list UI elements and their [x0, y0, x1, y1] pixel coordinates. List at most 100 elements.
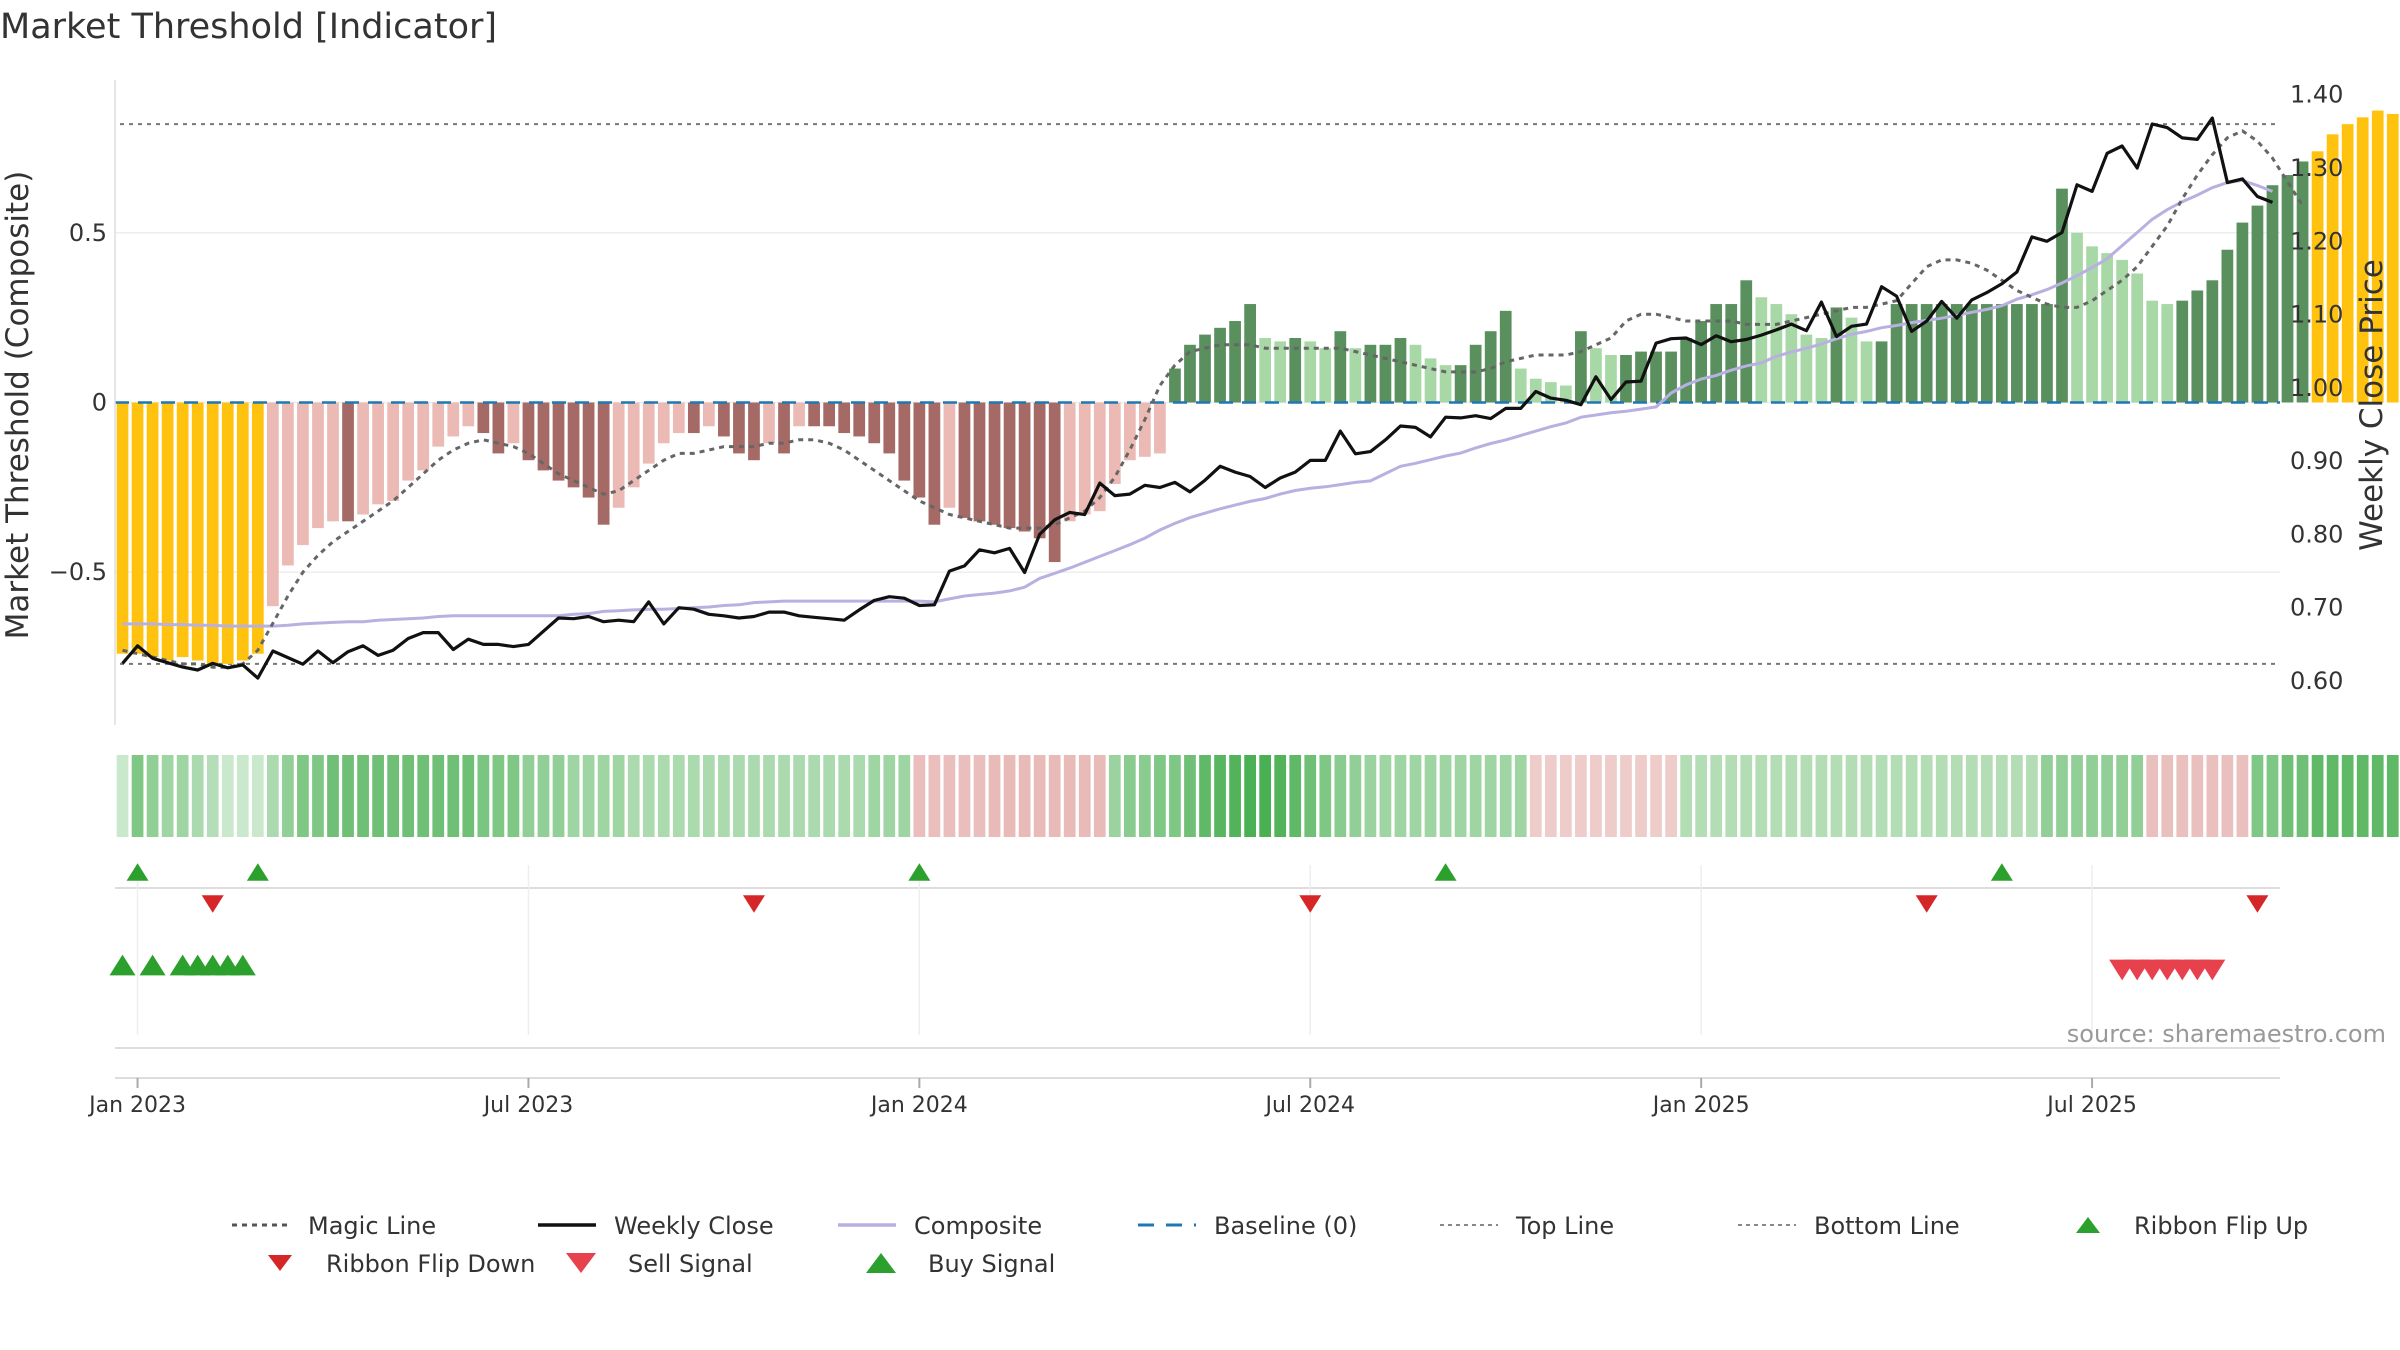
legend-label: Sell Signal	[628, 1250, 753, 1278]
ribbon-cell	[2281, 755, 2294, 837]
composite-bar	[1123, 402, 1136, 461]
ribbon-cell	[2191, 755, 2204, 837]
ribbon-cell	[1890, 755, 1903, 837]
ribbon-cell	[1875, 755, 1888, 837]
composite-bar	[2356, 117, 2369, 403]
composite-bar	[251, 402, 264, 654]
ribbon-cell	[642, 755, 655, 837]
ribbon-cell	[1785, 755, 1798, 837]
ribbon-cell	[1139, 755, 1151, 837]
composite-bar	[387, 402, 400, 501]
ribbon-cell	[1334, 755, 1347, 837]
ribbon-cell	[1935, 755, 1948, 837]
ribbon-flip-down-marker	[742, 895, 765, 913]
ribbon-cell	[2101, 755, 2113, 837]
composite-bar	[507, 402, 520, 444]
legend-item-8: Sell Signal	[566, 1250, 753, 1278]
composite-bar	[477, 402, 490, 434]
ribbon-cell	[1229, 755, 1241, 837]
composite-bar	[1154, 402, 1166, 454]
ribbon-cell	[1544, 755, 1557, 837]
y-tick-left-0: 0.5	[69, 219, 107, 247]
composite-bar	[733, 402, 745, 454]
composite-bar	[1214, 327, 1226, 403]
composite-bar	[1800, 334, 1813, 403]
ribbon-cell	[1995, 755, 2008, 837]
ribbon-cell	[2011, 755, 2023, 837]
ribbon-flip-up-marker	[1990, 863, 2013, 881]
composite-bar	[1695, 321, 1708, 403]
y-tick-right-2: 0.80	[2290, 520, 2343, 548]
ribbon-cell	[1199, 755, 1211, 837]
ribbon-cell	[958, 755, 971, 837]
composite-bar	[357, 402, 369, 515]
series-lines	[115, 116, 2304, 680]
ribbon-cell	[1920, 755, 1933, 837]
composite-bar	[1830, 307, 1843, 403]
composite-bar	[1169, 368, 1181, 403]
ribbon-cell	[1514, 755, 1527, 837]
ribbon-flip-up-marker	[126, 863, 149, 881]
composite-bar	[1484, 331, 1497, 403]
ribbon-cell	[838, 755, 851, 837]
composite-bar	[1304, 341, 1317, 403]
composite-bar	[312, 402, 324, 529]
composite-bar	[1514, 368, 1527, 403]
legend-label: Composite	[914, 1212, 1042, 1240]
composite-bar	[1890, 304, 1903, 403]
ribbon-cell	[1108, 755, 1121, 837]
chart-title: Market Threshold [Indicator]	[0, 7, 497, 47]
composite-bar	[2281, 175, 2294, 403]
y-tick-right-3: 0.90	[2290, 447, 2343, 475]
composite-bar	[2311, 151, 2324, 403]
composite-bar	[657, 402, 670, 444]
composite-bar	[1499, 310, 1512, 403]
sell-signal-marker	[2199, 959, 2226, 981]
ribbon-cell	[477, 755, 490, 837]
ribbon-cell	[1529, 755, 1542, 837]
composite-bar	[236, 402, 249, 661]
composite-bar	[2116, 259, 2128, 403]
composite-bar	[1469, 344, 1482, 403]
composite-bar	[2341, 124, 2354, 403]
composite-bar	[1379, 344, 1392, 403]
legend-label: Weekly Close	[614, 1212, 774, 1240]
composite-bar	[2206, 280, 2219, 403]
composite-bar	[1710, 304, 1723, 403]
ribbon-cell	[2326, 755, 2339, 837]
ribbon-cell	[1650, 755, 1662, 837]
composite-bar	[1319, 348, 1332, 403]
composite-bar	[2236, 222, 2249, 403]
ribbon-cell	[1740, 755, 1753, 837]
composite-bar	[582, 402, 595, 498]
composite-bar	[372, 402, 384, 505]
composite-bar	[823, 402, 836, 427]
ribbon-cell	[432, 755, 445, 837]
composite-bar	[1229, 321, 1241, 403]
legend-item-1: Weekly Close	[538, 1212, 774, 1240]
ribbon-flip-down-marker	[2246, 895, 2269, 913]
ribbon-cell	[206, 755, 219, 837]
composite-bar	[1454, 365, 1467, 403]
ribbon-cell	[597, 755, 610, 837]
ribbon-flip-down-marker	[1915, 895, 1938, 913]
ribbon-cell	[2236, 755, 2249, 837]
ribbon-cell	[2356, 755, 2369, 837]
ribbon-cell	[1454, 755, 1467, 837]
ribbon-cell	[1860, 755, 1873, 837]
composite-bar	[2026, 304, 2038, 403]
composite-bar	[447, 402, 460, 437]
ribbon-cell	[567, 755, 580, 837]
composite-bar	[2086, 246, 2098, 403]
ribbon-cell	[718, 755, 730, 837]
composite-bar	[1815, 338, 1828, 403]
composite-bar	[1980, 304, 1993, 403]
y-tick-right-1: 0.70	[2290, 594, 2343, 622]
ribbon-cell	[297, 755, 309, 837]
composite-bar	[2101, 253, 2113, 403]
composite-bar	[282, 402, 294, 566]
composite-bar	[1349, 348, 1362, 403]
composite-bar	[1875, 341, 1888, 403]
ribbon-cell	[657, 755, 670, 837]
